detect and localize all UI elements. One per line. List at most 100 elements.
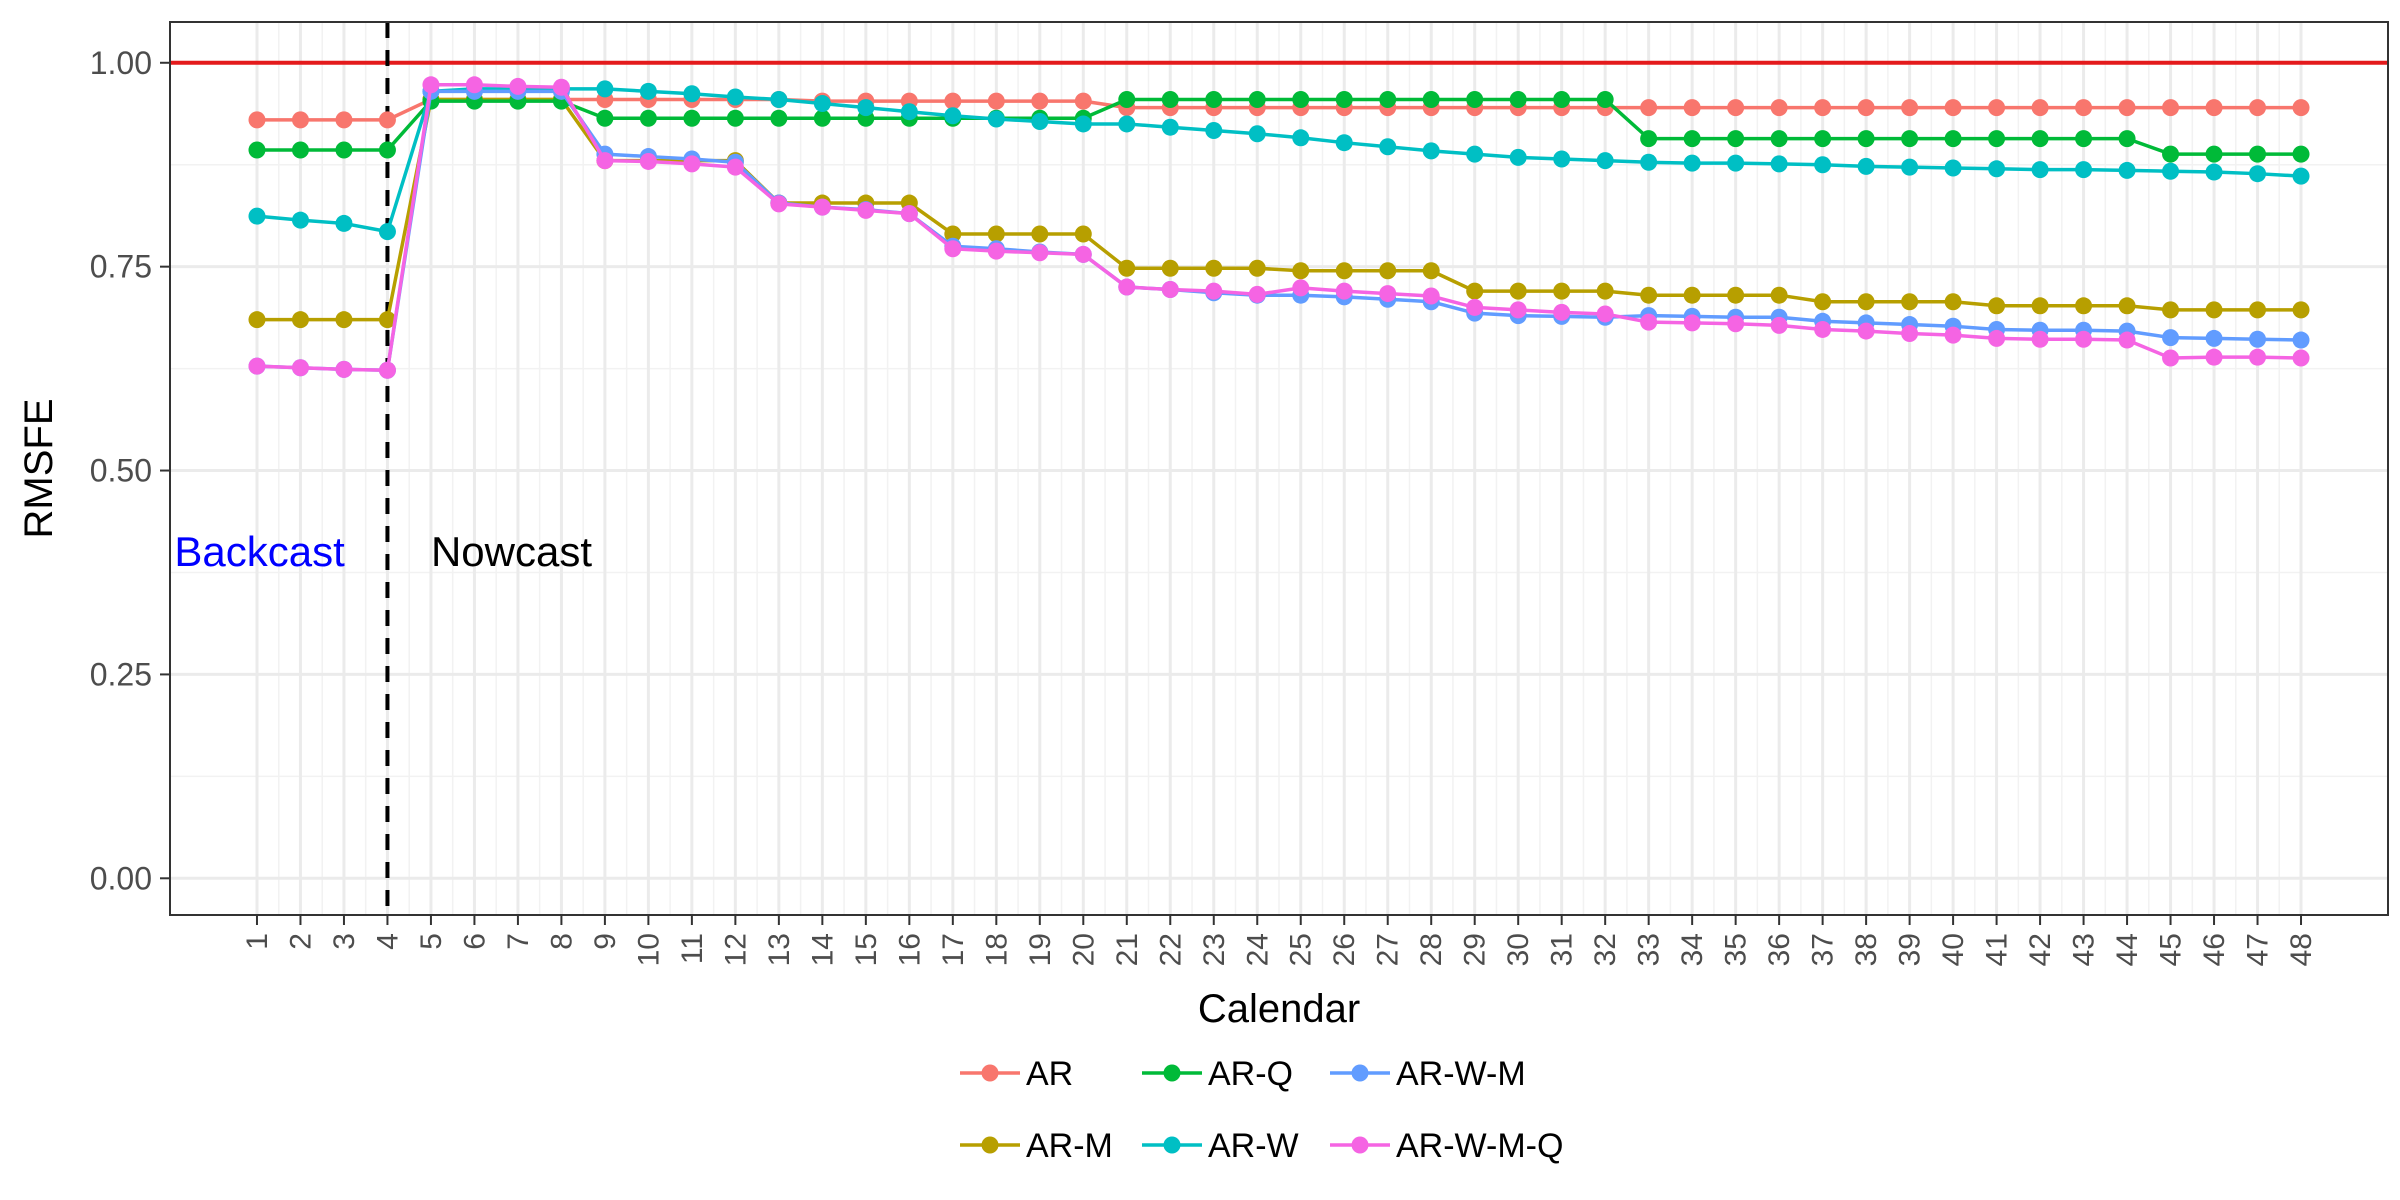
data-point xyxy=(335,360,353,378)
data-point xyxy=(1248,90,1266,108)
data-point xyxy=(1770,155,1788,173)
y-tick-label: 1.00 xyxy=(90,45,152,81)
panel-border xyxy=(169,21,2389,916)
data-point xyxy=(639,152,657,170)
data-point xyxy=(944,225,962,243)
legend-label: AR-W-M-Q xyxy=(1396,1127,1563,1165)
data-point xyxy=(1205,121,1223,139)
legend-label: AR-Q xyxy=(1208,1055,1293,1093)
data-point xyxy=(2249,145,2267,163)
data-point xyxy=(248,111,266,129)
data-point xyxy=(1944,293,1962,311)
data-point xyxy=(813,109,831,127)
data-point xyxy=(2205,163,2223,181)
data-point xyxy=(2118,297,2136,315)
data-point xyxy=(2031,99,2049,117)
data-point xyxy=(248,311,266,329)
data-point xyxy=(1683,286,1701,304)
x-tick-label: 31 xyxy=(1546,933,1579,966)
x-tick-label: 3 xyxy=(328,933,361,950)
x-tick-label: 15 xyxy=(850,933,883,966)
x-tick-label: 39 xyxy=(1894,933,1927,966)
data-point xyxy=(2075,99,2093,117)
y-tick-label: 0.00 xyxy=(90,860,152,896)
data-point xyxy=(1901,130,1919,148)
x-tick-label: 19 xyxy=(1024,933,1057,966)
data-point xyxy=(291,311,309,329)
data-point xyxy=(1422,142,1440,160)
data-point xyxy=(2162,145,2180,163)
data-point xyxy=(1248,125,1266,143)
legend: AR AR-M AR-Q AR-W AR-W-M AR-W-M-Q xyxy=(960,1055,1563,1165)
data-point xyxy=(2249,301,2267,319)
data-point xyxy=(1031,244,1049,262)
data-point xyxy=(2205,329,2223,347)
data-point xyxy=(1292,90,1310,108)
data-point xyxy=(944,92,962,110)
x-tick-label: 29 xyxy=(1459,933,1492,966)
data-point xyxy=(2031,297,2049,315)
data-point xyxy=(1727,286,1745,304)
data-point xyxy=(1379,138,1397,156)
legend-item-ar-m: AR-M xyxy=(960,1127,1113,1165)
data-point xyxy=(1509,148,1527,166)
data-point xyxy=(1031,92,1049,110)
x-tick-label: 44 xyxy=(2111,933,2144,966)
data-point xyxy=(857,99,875,117)
x-tick-label: 36 xyxy=(1763,933,1796,966)
data-point xyxy=(1988,297,2006,315)
legend-key-point xyxy=(981,1064,999,1082)
data-point xyxy=(987,225,1005,243)
data-point xyxy=(1205,282,1223,300)
data-point xyxy=(1553,150,1571,168)
data-point xyxy=(1509,301,1527,319)
data-point xyxy=(2162,349,2180,367)
x-tick-label: 4 xyxy=(371,933,404,950)
data-point xyxy=(987,92,1005,110)
plot-border xyxy=(169,21,2389,916)
data-point xyxy=(1640,153,1658,171)
data-point xyxy=(1901,293,1919,311)
x-tick-label: 38 xyxy=(1850,933,1883,966)
legend-key-point xyxy=(1163,1136,1181,1154)
x-tick-label: 6 xyxy=(458,933,491,950)
data-point xyxy=(1379,90,1397,108)
x-tick-label: 1 xyxy=(241,933,274,950)
data-point xyxy=(2118,99,2136,117)
data-point xyxy=(639,82,657,100)
data-point xyxy=(2075,330,2093,348)
data-point xyxy=(2162,99,2180,117)
data-point xyxy=(291,141,309,159)
data-point xyxy=(1727,130,1745,148)
data-point xyxy=(1683,314,1701,332)
legend-label: AR-W-M xyxy=(1396,1055,1526,1093)
data-point xyxy=(1640,130,1658,148)
data-point xyxy=(422,76,440,94)
x-tick-label: 43 xyxy=(2068,933,2101,966)
data-point xyxy=(1901,99,1919,117)
x-tick-label: 21 xyxy=(1111,933,1144,966)
data-point xyxy=(1161,280,1179,298)
data-point xyxy=(1031,225,1049,243)
legend-key-point xyxy=(981,1136,999,1154)
data-point xyxy=(2031,330,2049,348)
data-point xyxy=(1944,326,1962,344)
data-point xyxy=(378,111,396,129)
data-point xyxy=(1814,130,1832,148)
x-tick-label: 17 xyxy=(937,933,970,966)
x-tick-label: 26 xyxy=(1328,933,1361,966)
data-point xyxy=(2205,99,2223,117)
data-point xyxy=(2075,161,2093,179)
data-point xyxy=(596,109,614,127)
y-axis-title: RMSFE xyxy=(17,399,61,539)
legend-key-point xyxy=(1351,1136,1369,1154)
data-point xyxy=(639,109,657,127)
data-point xyxy=(1596,282,1614,300)
x-tick-label: 41 xyxy=(1981,933,2014,966)
data-point xyxy=(1422,90,1440,108)
x-tick-label: 11 xyxy=(676,933,709,964)
data-point xyxy=(1335,134,1353,152)
data-point xyxy=(1683,154,1701,172)
x-tick-label: 32 xyxy=(1589,933,1622,966)
